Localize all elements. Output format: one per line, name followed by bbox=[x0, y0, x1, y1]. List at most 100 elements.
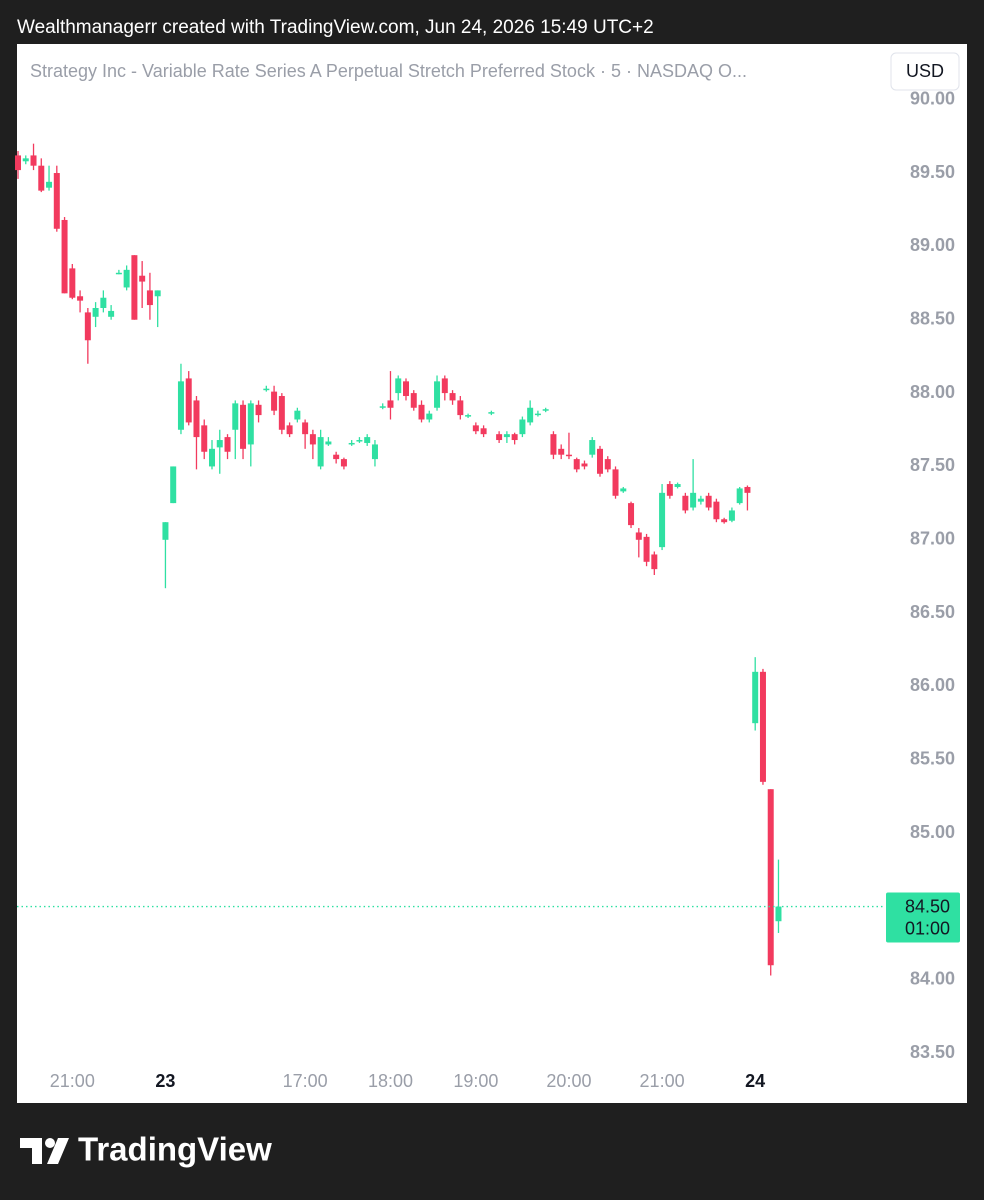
candle-body bbox=[767, 789, 774, 966]
candle-body bbox=[713, 501, 720, 520]
logo-shape bbox=[47, 1138, 69, 1164]
x-tick-label: 21:00 bbox=[50, 1071, 95, 1091]
x-tick-label: 20:00 bbox=[546, 1071, 591, 1091]
candle-body bbox=[278, 396, 285, 430]
candle-body bbox=[302, 422, 309, 435]
candle-body bbox=[759, 671, 766, 782]
y-tick-label: 83.50 bbox=[910, 1042, 955, 1062]
logo-shape bbox=[20, 1138, 42, 1164]
last-price-box bbox=[886, 892, 960, 943]
countdown: 01:00 bbox=[905, 918, 950, 938]
candle-body bbox=[371, 444, 378, 460]
title-backdrop bbox=[17, 50, 867, 92]
y-tick-label: 87.50 bbox=[910, 455, 955, 475]
candle-body bbox=[309, 434, 316, 445]
candle-body bbox=[216, 440, 223, 448]
candle-body bbox=[527, 407, 534, 423]
logo-dot bbox=[45, 1138, 55, 1148]
candle-body bbox=[488, 412, 495, 414]
candle-body bbox=[92, 307, 99, 317]
y-tick-label: 85.50 bbox=[910, 749, 955, 769]
candle-body bbox=[651, 554, 658, 570]
candle-body bbox=[620, 488, 627, 492]
candle-body bbox=[465, 415, 472, 417]
candle-body bbox=[162, 522, 169, 540]
candle-body bbox=[472, 425, 479, 432]
candle-body bbox=[612, 469, 619, 496]
candle-body bbox=[604, 459, 611, 470]
candle-body bbox=[77, 296, 84, 301]
candle-body bbox=[348, 442, 355, 445]
candle-body bbox=[30, 155, 37, 166]
currency-button[interactable] bbox=[890, 52, 960, 91]
candle-body bbox=[659, 492, 666, 548]
candle-body bbox=[418, 404, 425, 420]
candle-body bbox=[22, 158, 29, 162]
candle-body bbox=[573, 459, 580, 470]
header: Wealthmanagerr created with TradingView.… bbox=[17, 17, 654, 38]
y-tick-label: 86.00 bbox=[910, 675, 955, 695]
candle-body bbox=[325, 441, 332, 445]
candle-body bbox=[480, 428, 487, 435]
candle-body bbox=[410, 393, 417, 408]
x-tick-label: 18:00 bbox=[368, 1071, 413, 1091]
currency[interactable]: USD bbox=[906, 61, 944, 81]
candle-body bbox=[534, 413, 541, 416]
candle-body bbox=[46, 181, 53, 188]
candle-body bbox=[38, 165, 45, 191]
candle-body bbox=[426, 413, 433, 420]
y-tick-label: 84.00 bbox=[910, 969, 955, 989]
candle-body bbox=[403, 381, 409, 397]
y-tick-label: 87.00 bbox=[910, 529, 955, 549]
y-tick-label: 90.00 bbox=[910, 88, 955, 108]
candle-body bbox=[139, 275, 146, 282]
candle-body bbox=[674, 484, 681, 487]
candle-body bbox=[255, 404, 262, 416]
candle-body bbox=[247, 403, 254, 445]
candle-body bbox=[170, 466, 177, 504]
candle-body bbox=[565, 454, 572, 457]
candle-body bbox=[224, 437, 231, 452]
candle-body bbox=[449, 393, 456, 401]
candle-body bbox=[15, 155, 21, 171]
candle-body bbox=[542, 409, 549, 411]
y-tick-label: 89.00 bbox=[910, 235, 955, 255]
candle-body bbox=[690, 492, 697, 508]
candle-body bbox=[496, 434, 503, 441]
candle-body bbox=[550, 434, 557, 455]
candle-body bbox=[146, 290, 153, 306]
candle-body bbox=[643, 536, 650, 562]
candle-body bbox=[697, 498, 704, 502]
y-tick-label: 85.00 bbox=[910, 822, 955, 842]
x-tick-label: 19:00 bbox=[453, 1071, 498, 1091]
candle-body bbox=[441, 378, 448, 394]
candle-body bbox=[271, 391, 278, 411]
candle-body bbox=[100, 297, 107, 308]
candle-body bbox=[340, 459, 347, 467]
candle-body bbox=[201, 425, 208, 452]
candle-body bbox=[721, 519, 728, 523]
candle-body bbox=[177, 381, 184, 430]
candle-body bbox=[457, 400, 464, 416]
candle-body bbox=[434, 381, 441, 408]
candle-body bbox=[387, 400, 394, 408]
candle-body bbox=[744, 486, 751, 493]
candle-body bbox=[108, 310, 115, 317]
candle-body bbox=[232, 403, 239, 430]
candle-body bbox=[775, 906, 782, 922]
chart-panel bbox=[17, 44, 967, 1103]
x-tick-label: 24 bbox=[745, 1071, 765, 1091]
candle-body bbox=[61, 219, 68, 294]
candle-body bbox=[263, 388, 270, 391]
candle-body bbox=[317, 437, 324, 467]
candle-body bbox=[286, 425, 293, 435]
y-tick-label: 86.50 bbox=[910, 602, 955, 622]
candle-body bbox=[193, 400, 200, 438]
candle-body bbox=[333, 454, 340, 460]
candle-body bbox=[294, 410, 301, 420]
chart-title: Strategy Inc - Variable Rate Series A Pe… bbox=[30, 61, 747, 81]
brand-logo bbox=[20, 1138, 69, 1164]
x-tick-label: 17:00 bbox=[283, 1071, 328, 1091]
candle-body bbox=[185, 378, 192, 423]
